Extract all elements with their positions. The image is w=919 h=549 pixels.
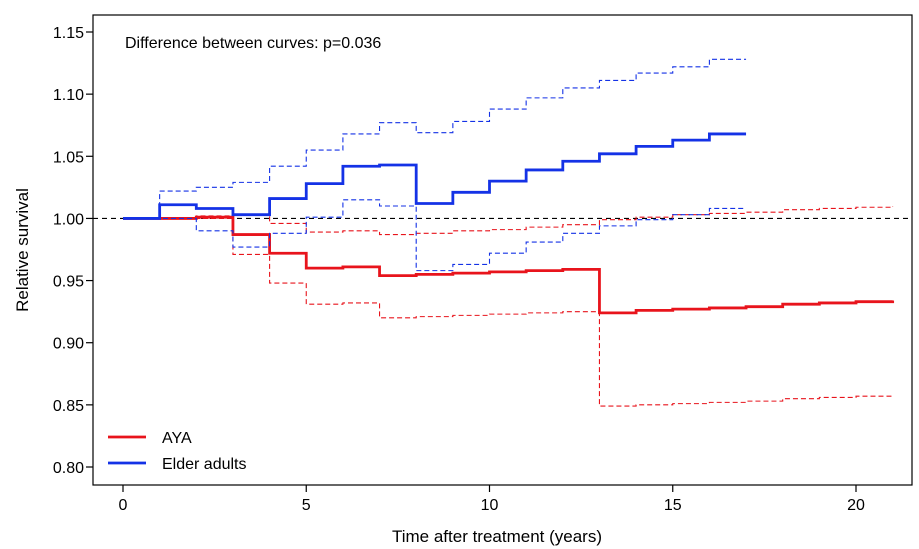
- y-tick-label: 0.85: [53, 398, 84, 415]
- legend-label: AYA: [162, 430, 192, 447]
- elder-adults-survival-line: [123, 132, 747, 220]
- y-tick-label: 0.95: [53, 274, 84, 291]
- plot-frame: [92, 14, 913, 486]
- p-value-annotation: Difference between curves: p=0.036: [125, 35, 381, 52]
- y-tick-label: 1.00: [53, 211, 84, 228]
- x-axis-title: Time after treatment (years): [392, 527, 602, 546]
- y-tick-label: 1.15: [53, 25, 84, 42]
- aya-ci-lower-line: [123, 217, 894, 407]
- x-tick-label: 10: [481, 497, 499, 514]
- y-axis-title: Relative survival: [13, 188, 32, 312]
- aya-ci-upper-line: [123, 206, 894, 236]
- y-tick-label: 0.80: [53, 460, 84, 477]
- elder-adults-ci-lower-line: [123, 199, 747, 272]
- legend: AYA Elder adults: [108, 430, 247, 473]
- x-tick-label: 0: [119, 497, 128, 514]
- y-tick-label: 1.05: [53, 149, 84, 166]
- legend-label: Elder adults: [162, 456, 247, 473]
- y-tick-label: 0.90: [53, 336, 84, 353]
- y-tick-label: 1.10: [53, 87, 84, 104]
- x-tick-label: 15: [664, 497, 682, 514]
- x-tick-label: 5: [302, 497, 311, 514]
- x-tick-label: 20: [847, 497, 865, 514]
- aya-survival-line: [123, 215, 895, 315]
- elder-adults-ci-upper-line: [123, 58, 747, 219]
